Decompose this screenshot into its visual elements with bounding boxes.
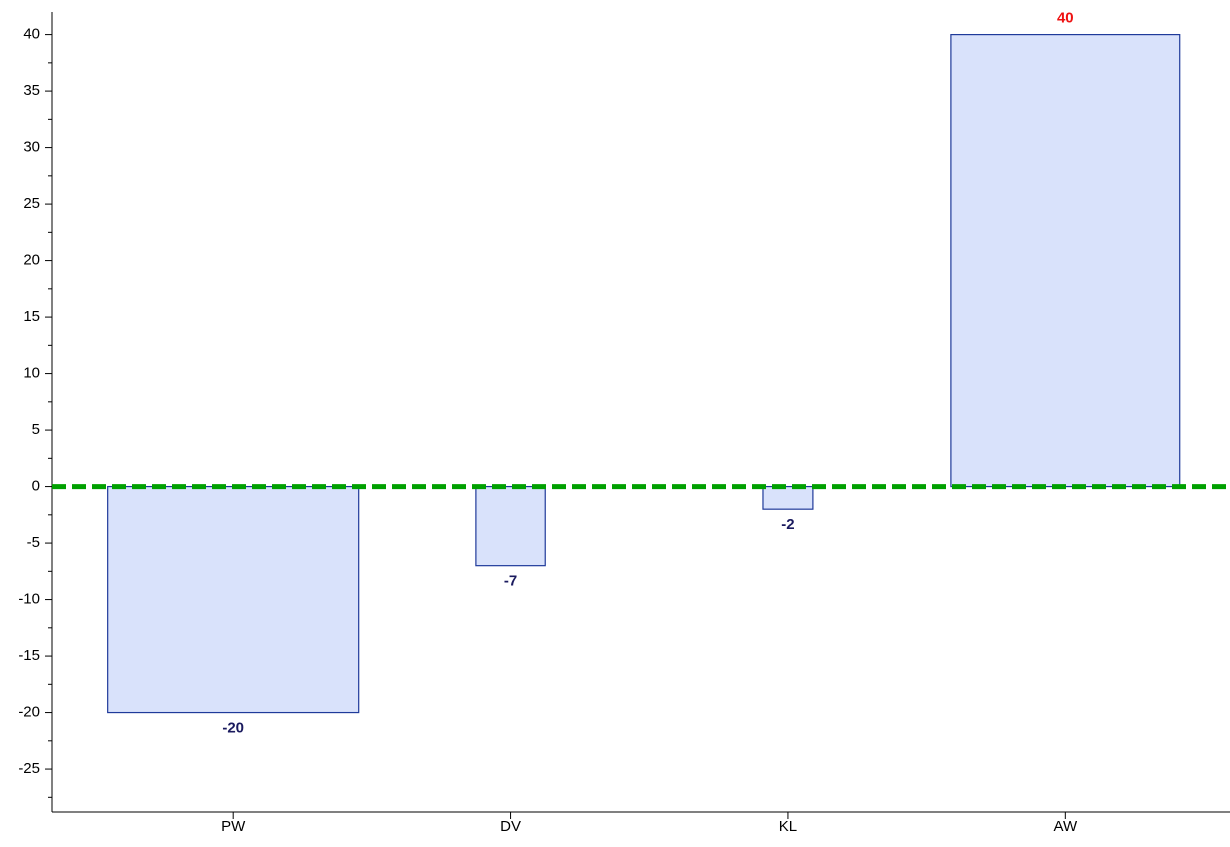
x-tick-label: AW	[1054, 818, 1078, 835]
y-tick-label: 40	[23, 26, 40, 43]
y-tick-label: -5	[27, 534, 40, 551]
y-tick-label: 5	[32, 421, 40, 438]
y-tick-label: 20	[23, 252, 40, 269]
x-tick-label: PW	[221, 818, 246, 835]
y-tick-label: -10	[18, 591, 40, 608]
y-tick-label: 25	[23, 195, 40, 212]
bar	[950, 33, 1181, 488]
x-tick-label: DV	[500, 818, 521, 835]
value-label: 40	[1057, 10, 1074, 27]
x-tick-label: KL	[779, 818, 797, 835]
y-tick-label: -20	[18, 704, 40, 721]
bar	[475, 485, 546, 567]
y-tick-label: -25	[18, 760, 40, 777]
y-tick-label: 35	[23, 82, 40, 99]
y-tick-label: 10	[23, 365, 40, 382]
y-tick-label: 30	[23, 139, 40, 156]
bar	[762, 485, 814, 510]
y-tick-label: 0	[32, 478, 40, 495]
bar	[107, 485, 360, 714]
value-label: -7	[504, 573, 517, 590]
y-tick-label: 15	[23, 308, 40, 325]
y-tick-label: -15	[18, 647, 40, 664]
value-label: -20	[222, 720, 244, 737]
value-label: -2	[781, 516, 794, 533]
